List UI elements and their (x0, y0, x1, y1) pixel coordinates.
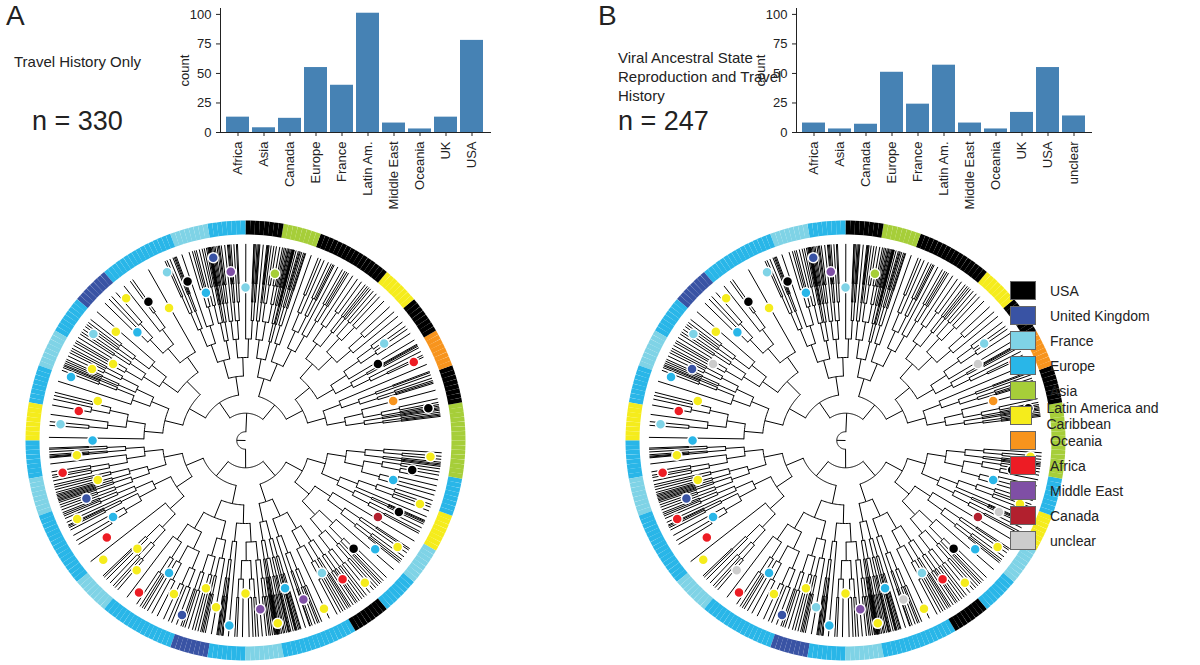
svg-text:USA: USA (1040, 141, 1055, 168)
svg-text:100: 100 (766, 7, 788, 22)
svg-text:0: 0 (780, 125, 787, 140)
svg-text:25: 25 (197, 95, 211, 110)
svg-text:Asia: Asia (256, 141, 271, 167)
svg-text:Canada: Canada (282, 141, 297, 187)
svg-text:Middle East: Middle East (386, 141, 401, 209)
svg-text:50: 50 (773, 66, 787, 81)
svg-text:USA: USA (464, 141, 479, 168)
svg-text:Africa: Africa (230, 141, 245, 175)
svg-text:Oceania: Oceania (988, 141, 1003, 190)
svg-text:France: France (910, 142, 925, 182)
svg-text:25: 25 (773, 95, 787, 110)
svg-text:75: 75 (773, 36, 787, 51)
svg-text:count: count (753, 54, 768, 86)
svg-text:UK: UK (438, 141, 453, 159)
svg-text:Middle East: Middle East (962, 141, 977, 209)
svg-text:Latin Am.: Latin Am. (360, 142, 375, 196)
svg-text:50: 50 (197, 66, 211, 81)
svg-text:count: count (177, 54, 192, 86)
svg-text:Europe: Europe (308, 142, 323, 184)
svg-text:UK: UK (1014, 141, 1029, 159)
svg-text:Oceania: Oceania (412, 141, 427, 190)
svg-text:Latin Am.: Latin Am. (936, 142, 951, 196)
svg-text:France: France (334, 142, 349, 182)
svg-text:unclear: unclear (1066, 141, 1081, 184)
svg-text:Canada: Canada (858, 141, 873, 187)
svg-text:0: 0 (204, 125, 211, 140)
svg-text:Asia: Asia (832, 141, 847, 167)
svg-text:Africa: Africa (806, 141, 821, 175)
svg-text:75: 75 (197, 36, 211, 51)
svg-text:100: 100 (190, 7, 212, 22)
svg-text:Europe: Europe (884, 142, 899, 184)
